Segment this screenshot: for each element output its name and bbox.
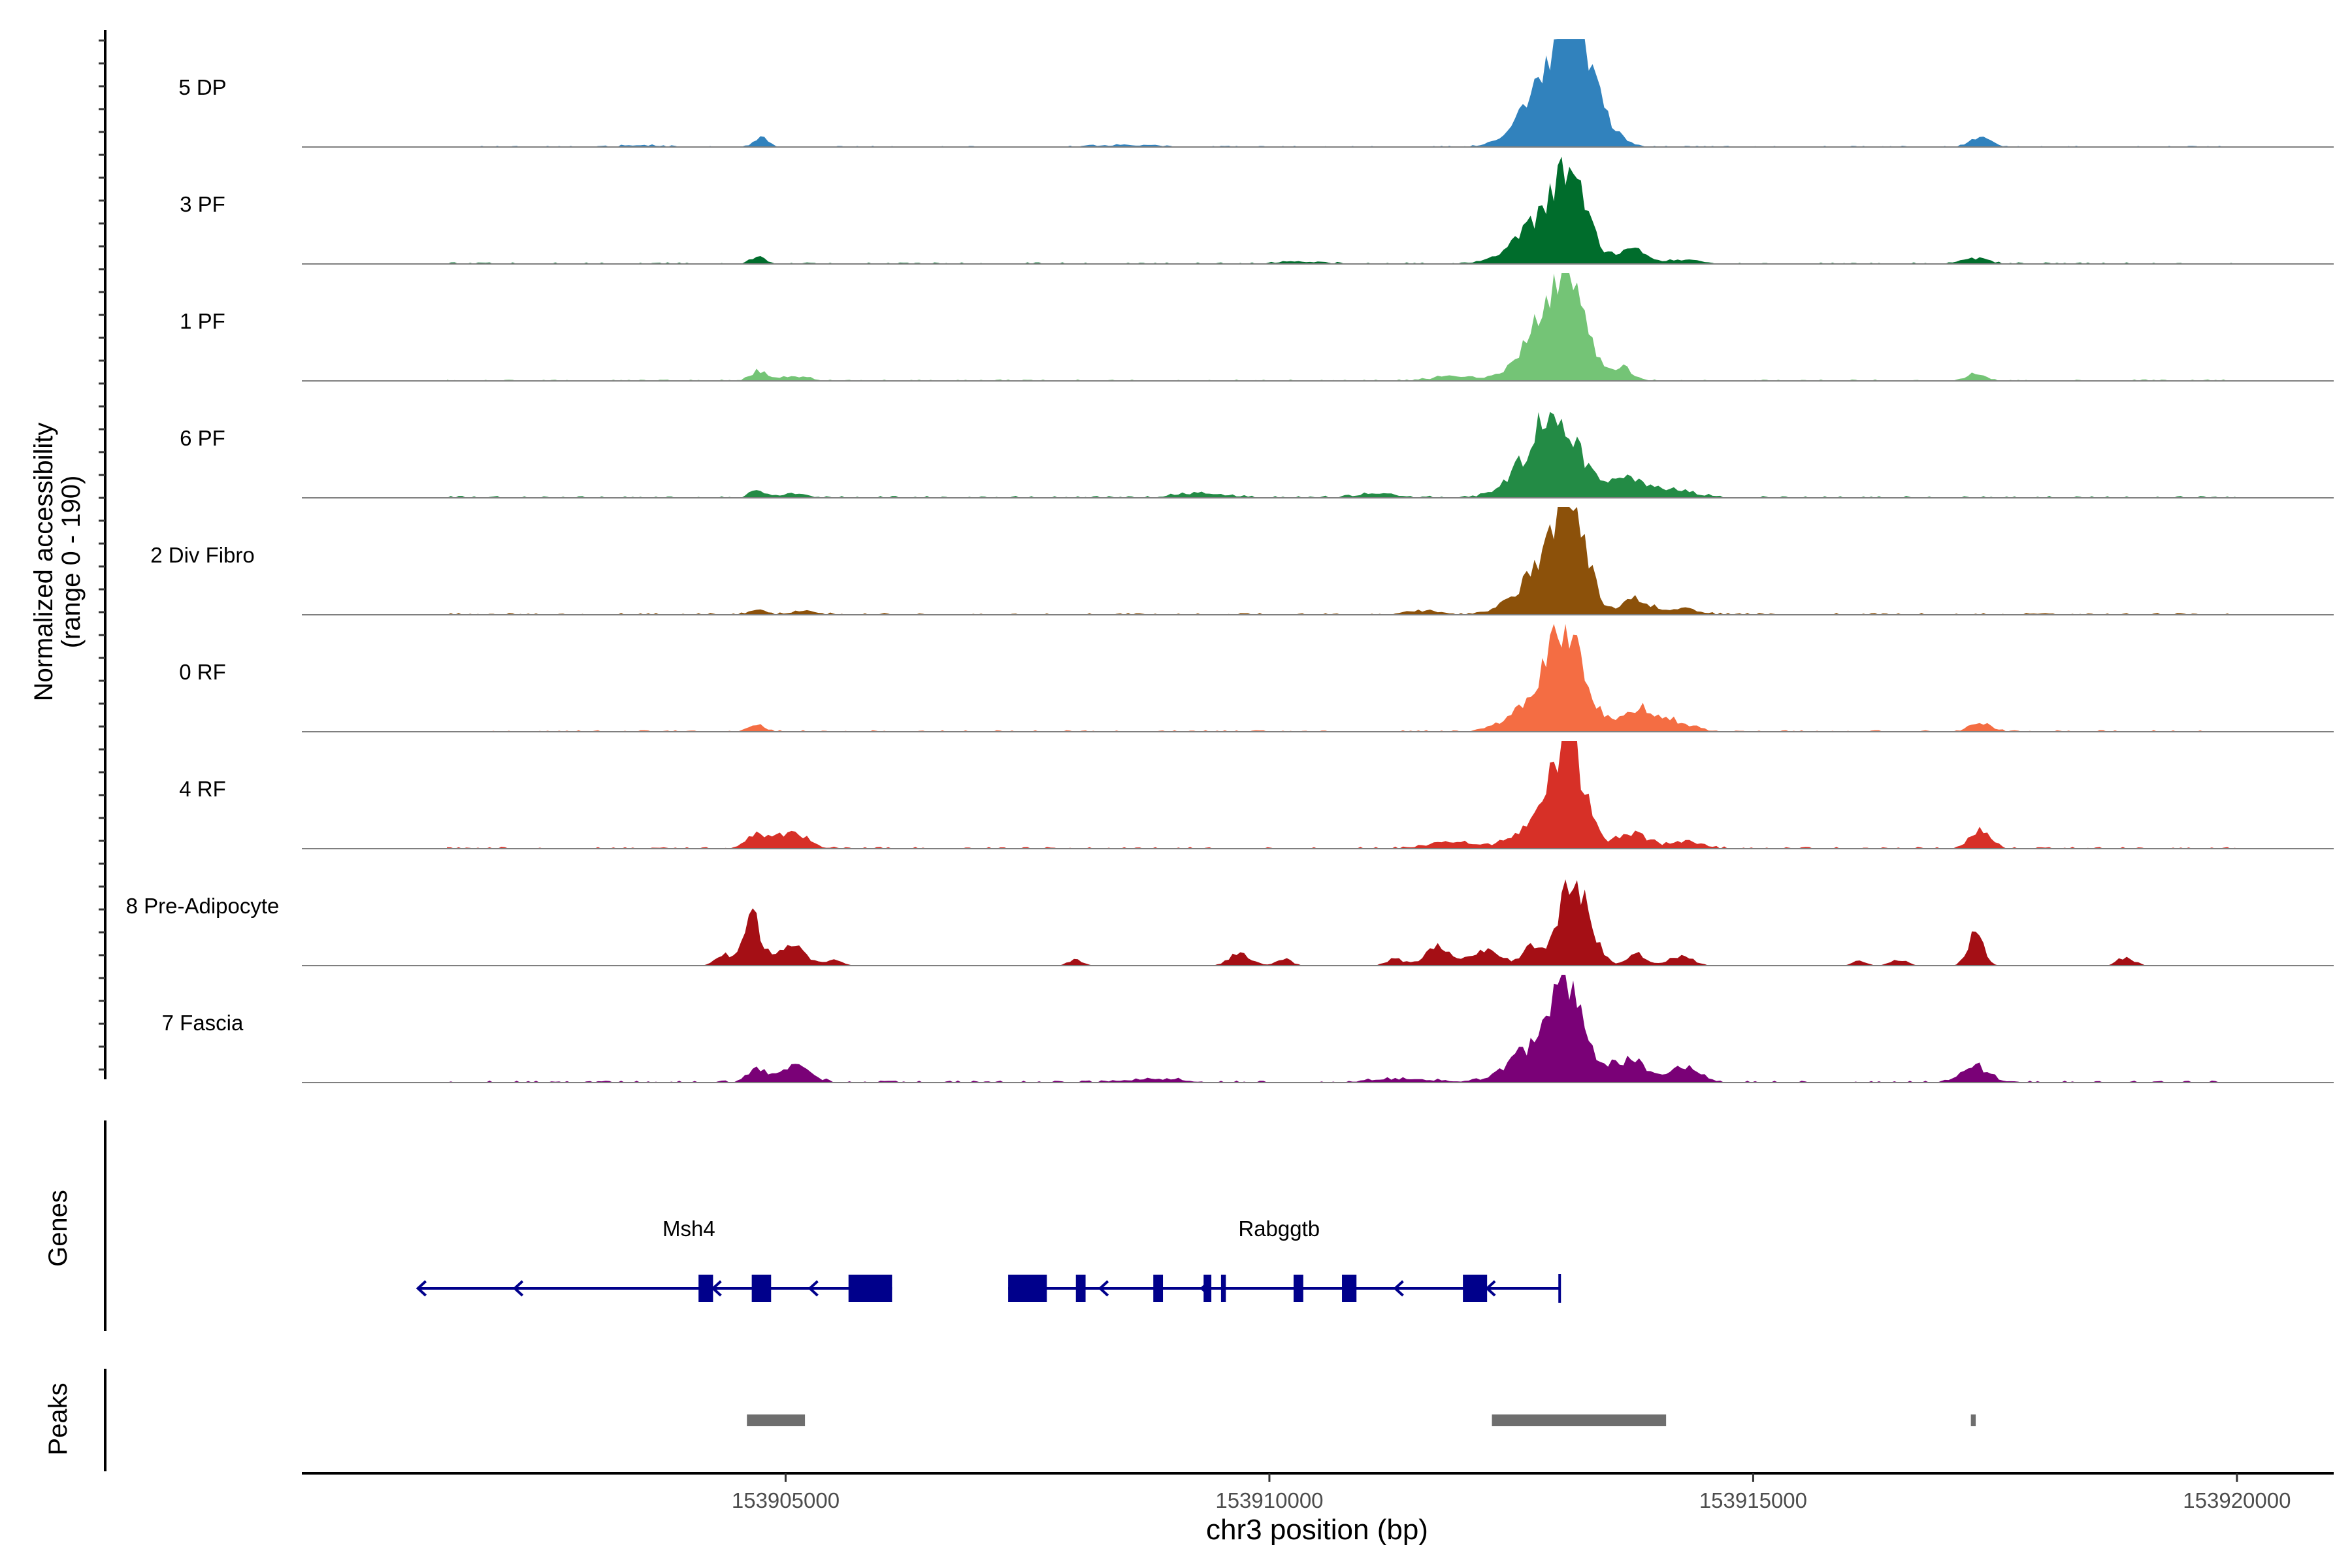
- coverage-area-1-pf: [447, 273, 2237, 381]
- track-8-pre-adipocyte: 8 Pre-Adipocyte: [126, 879, 2334, 966]
- strand-arrow: [416, 1280, 427, 1297]
- gene-msh4: Msh4: [416, 1217, 892, 1302]
- track-label: 5 DP: [178, 75, 226, 99]
- track-2-div-fibro: 2 Div Fibro: [150, 507, 2334, 615]
- coverage-tracks: 5 DP 3 PF 1 PF 6 PF 2 Div Fibro 0 RF 4 RF 8 Pre…: [126, 39, 2334, 1083]
- y-axis-label-line1: Normalized accessibility: [29, 423, 58, 702]
- exon: [1153, 1275, 1164, 1302]
- gene-label: Msh4: [662, 1217, 715, 1241]
- coverage-axis-ticks: [99, 39, 105, 1071]
- genes-panel-label: Genes: [44, 1190, 73, 1267]
- strand-arrow: [711, 1280, 722, 1297]
- exon: [848, 1275, 892, 1302]
- track-label: 0 RF: [179, 660, 226, 684]
- strand-arrow: [1098, 1280, 1109, 1297]
- x-axis-label: chr3 position (bp): [1206, 1514, 1428, 1546]
- x-tick-label: 153920000: [2183, 1488, 2291, 1512]
- gene-label: Rabggtb: [1238, 1217, 1320, 1241]
- track-label: 8 Pre-Adipocyte: [126, 894, 280, 918]
- track-7-fascia: 7 Fascia: [162, 975, 2334, 1083]
- strand-arrow: [808, 1280, 819, 1297]
- strand-arrow: [512, 1280, 524, 1297]
- gene-rabggtb: Rabggtb: [1008, 1217, 1561, 1303]
- exon: [1008, 1275, 1047, 1302]
- track-label: 3 PF: [180, 192, 225, 216]
- strand-arrow: [1200, 1280, 1211, 1297]
- strand-arrow: [1485, 1280, 1496, 1297]
- peak-region: [747, 1414, 806, 1426]
- coverage-area-2-div-fibro: [447, 507, 2237, 615]
- gene-annotation-track: Msh4 Rabggtb: [416, 1217, 1561, 1303]
- track-4-rf: 4 RF: [179, 741, 2334, 849]
- coverage-area-6-pf: [447, 412, 2237, 498]
- exon: [751, 1275, 772, 1302]
- x-axis-ticks: 153905000 153910000 153915000 153920000: [732, 1473, 2291, 1512]
- exon: [1203, 1275, 1212, 1302]
- strand-arrow: [1393, 1280, 1404, 1297]
- track-label: 7 Fascia: [162, 1011, 244, 1035]
- coverage-area-0-rf: [447, 624, 2237, 732]
- coverage-area-4-rf: [447, 741, 2237, 849]
- track-label: 6 PF: [180, 426, 225, 450]
- exon: [1293, 1275, 1303, 1302]
- peaks-panel-label: Peaks: [44, 1382, 73, 1455]
- coverage-area-5-dp: [447, 39, 2237, 147]
- exon: [1220, 1275, 1226, 1302]
- exon: [1075, 1275, 1086, 1302]
- track-3-pf: 3 PF: [180, 156, 2334, 265]
- coverage-area-3-pf: [447, 156, 2237, 264]
- track-label: 1 PF: [180, 309, 225, 333]
- coverage-area-7-fascia: [447, 975, 2237, 1083]
- track-0-rf: 0 RF: [179, 624, 2334, 732]
- track-label: 4 RF: [179, 777, 226, 801]
- x-tick-label: 153915000: [1699, 1488, 1807, 1512]
- track-1-pf: 1 PF: [180, 273, 2334, 382]
- track-5-dp: 5 DP: [178, 39, 2334, 148]
- peak-region: [1492, 1414, 1667, 1426]
- x-tick-label: 153905000: [732, 1488, 840, 1512]
- y-axis-label-line2: (range 0 - 190): [57, 476, 86, 649]
- track-label: 2 Div Fibro: [150, 543, 255, 567]
- exon: [1463, 1275, 1488, 1302]
- coverage-area-8-pre-adipocyte: [447, 879, 2237, 966]
- x-tick-label: 153910000: [1215, 1488, 1323, 1512]
- peak-track: [747, 1414, 1976, 1426]
- exon: [1342, 1275, 1357, 1302]
- peak-region: [1970, 1414, 1976, 1426]
- exon: [698, 1275, 713, 1302]
- track-6-pf: 6 PF: [180, 412, 2334, 498]
